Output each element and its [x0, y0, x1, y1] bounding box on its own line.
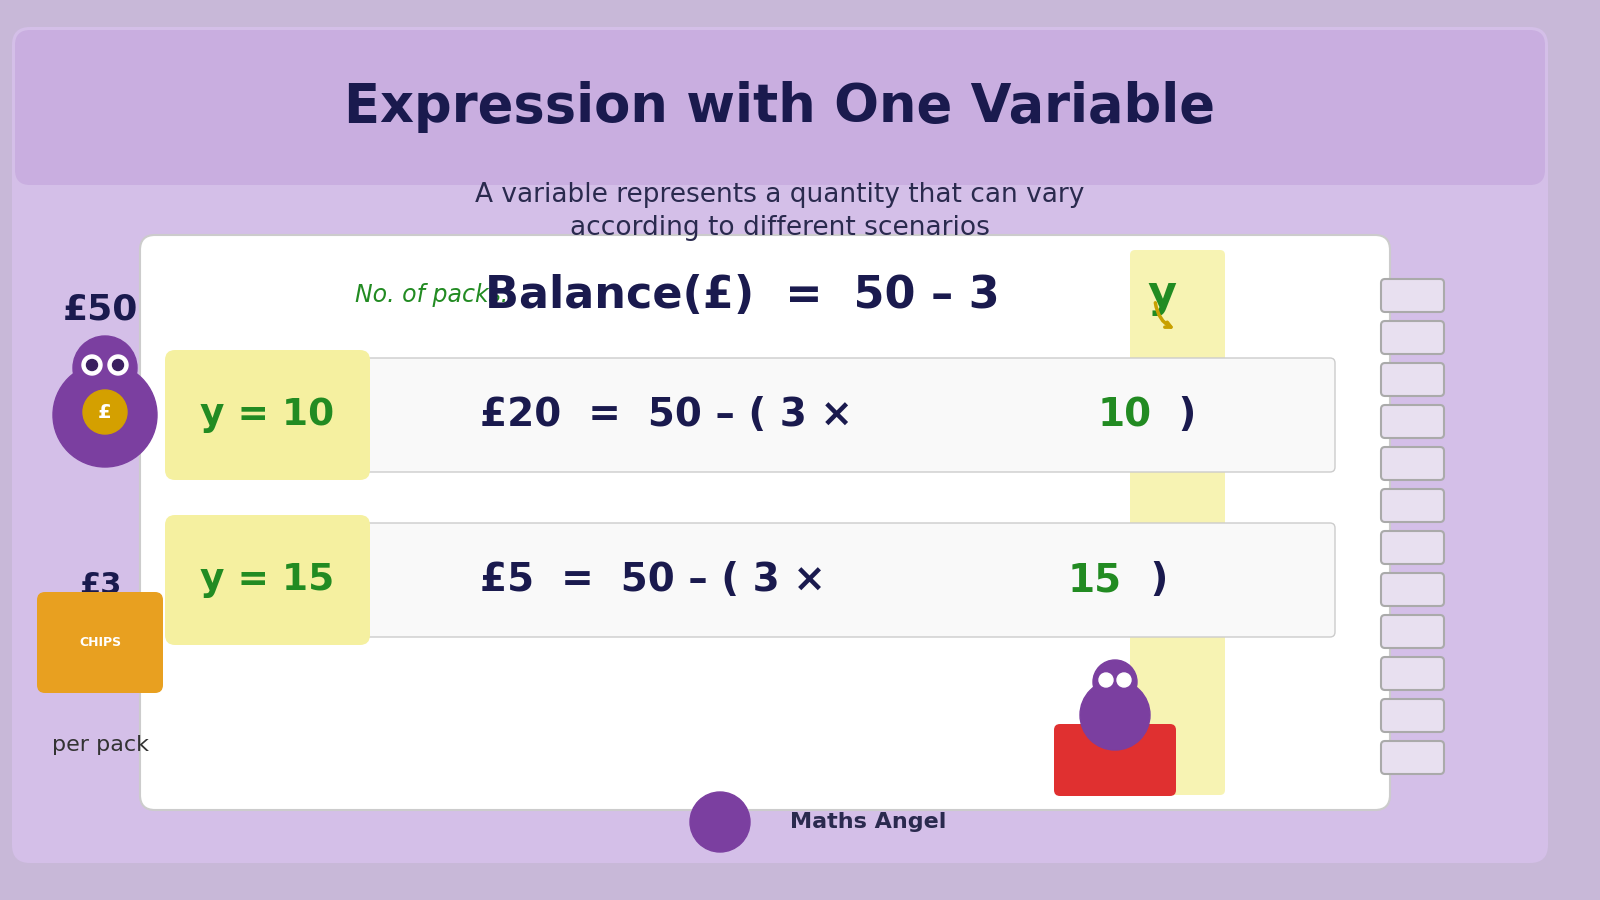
FancyBboxPatch shape [165, 515, 370, 645]
Text: Balance(£)  =  50 – 3: Balance(£) = 50 – 3 [485, 274, 1000, 317]
Circle shape [86, 359, 98, 371]
Text: £5  =  50 – ( 3 ×: £5 = 50 – ( 3 × [480, 561, 840, 599]
Circle shape [1080, 680, 1150, 750]
FancyBboxPatch shape [1381, 699, 1445, 732]
Circle shape [690, 792, 750, 852]
Circle shape [53, 363, 157, 467]
Text: A variable represents a quantity that can vary: A variable represents a quantity that ca… [475, 182, 1085, 208]
Text: y = 10: y = 10 [200, 397, 334, 433]
FancyBboxPatch shape [141, 235, 1390, 810]
FancyBboxPatch shape [1381, 741, 1445, 774]
Text: £: £ [98, 402, 112, 421]
FancyBboxPatch shape [1381, 657, 1445, 690]
Circle shape [1117, 673, 1131, 687]
Circle shape [109, 355, 128, 375]
FancyBboxPatch shape [37, 592, 163, 693]
Circle shape [83, 390, 126, 434]
Text: Maths Angel: Maths Angel [790, 812, 946, 832]
Circle shape [1093, 660, 1138, 704]
Circle shape [112, 359, 123, 371]
FancyBboxPatch shape [1381, 615, 1445, 648]
Text: £20  =  50 – ( 3 ×: £20 = 50 – ( 3 × [480, 396, 867, 434]
Text: ): ) [1138, 561, 1168, 599]
FancyBboxPatch shape [1381, 489, 1445, 522]
Text: per pack: per pack [51, 735, 149, 755]
FancyBboxPatch shape [165, 350, 370, 480]
Text: according to different scenarios: according to different scenarios [570, 215, 990, 241]
Circle shape [1099, 673, 1114, 687]
Text: 15: 15 [1069, 561, 1122, 599]
FancyBboxPatch shape [1381, 279, 1445, 312]
FancyBboxPatch shape [13, 27, 1547, 863]
Text: y = 15: y = 15 [200, 562, 334, 598]
Text: No. of packs:: No. of packs: [355, 283, 509, 307]
FancyBboxPatch shape [1381, 573, 1445, 606]
Circle shape [82, 355, 102, 375]
FancyBboxPatch shape [1381, 321, 1445, 354]
FancyBboxPatch shape [1381, 531, 1445, 564]
Text: £3: £3 [78, 571, 122, 599]
FancyBboxPatch shape [1381, 447, 1445, 480]
FancyBboxPatch shape [1381, 363, 1445, 396]
Text: Expression with One Variable: Expression with One Variable [344, 81, 1216, 133]
Circle shape [74, 336, 138, 400]
FancyBboxPatch shape [14, 30, 1546, 185]
Text: CHIPS: CHIPS [78, 635, 122, 649]
Text: 10: 10 [1098, 396, 1152, 434]
FancyBboxPatch shape [1381, 405, 1445, 438]
FancyBboxPatch shape [360, 523, 1334, 637]
Text: y: y [1147, 274, 1176, 317]
FancyBboxPatch shape [1054, 724, 1176, 796]
Text: ): ) [1165, 396, 1197, 434]
FancyBboxPatch shape [1130, 250, 1226, 795]
Text: £50: £50 [62, 293, 138, 327]
FancyBboxPatch shape [360, 358, 1334, 472]
